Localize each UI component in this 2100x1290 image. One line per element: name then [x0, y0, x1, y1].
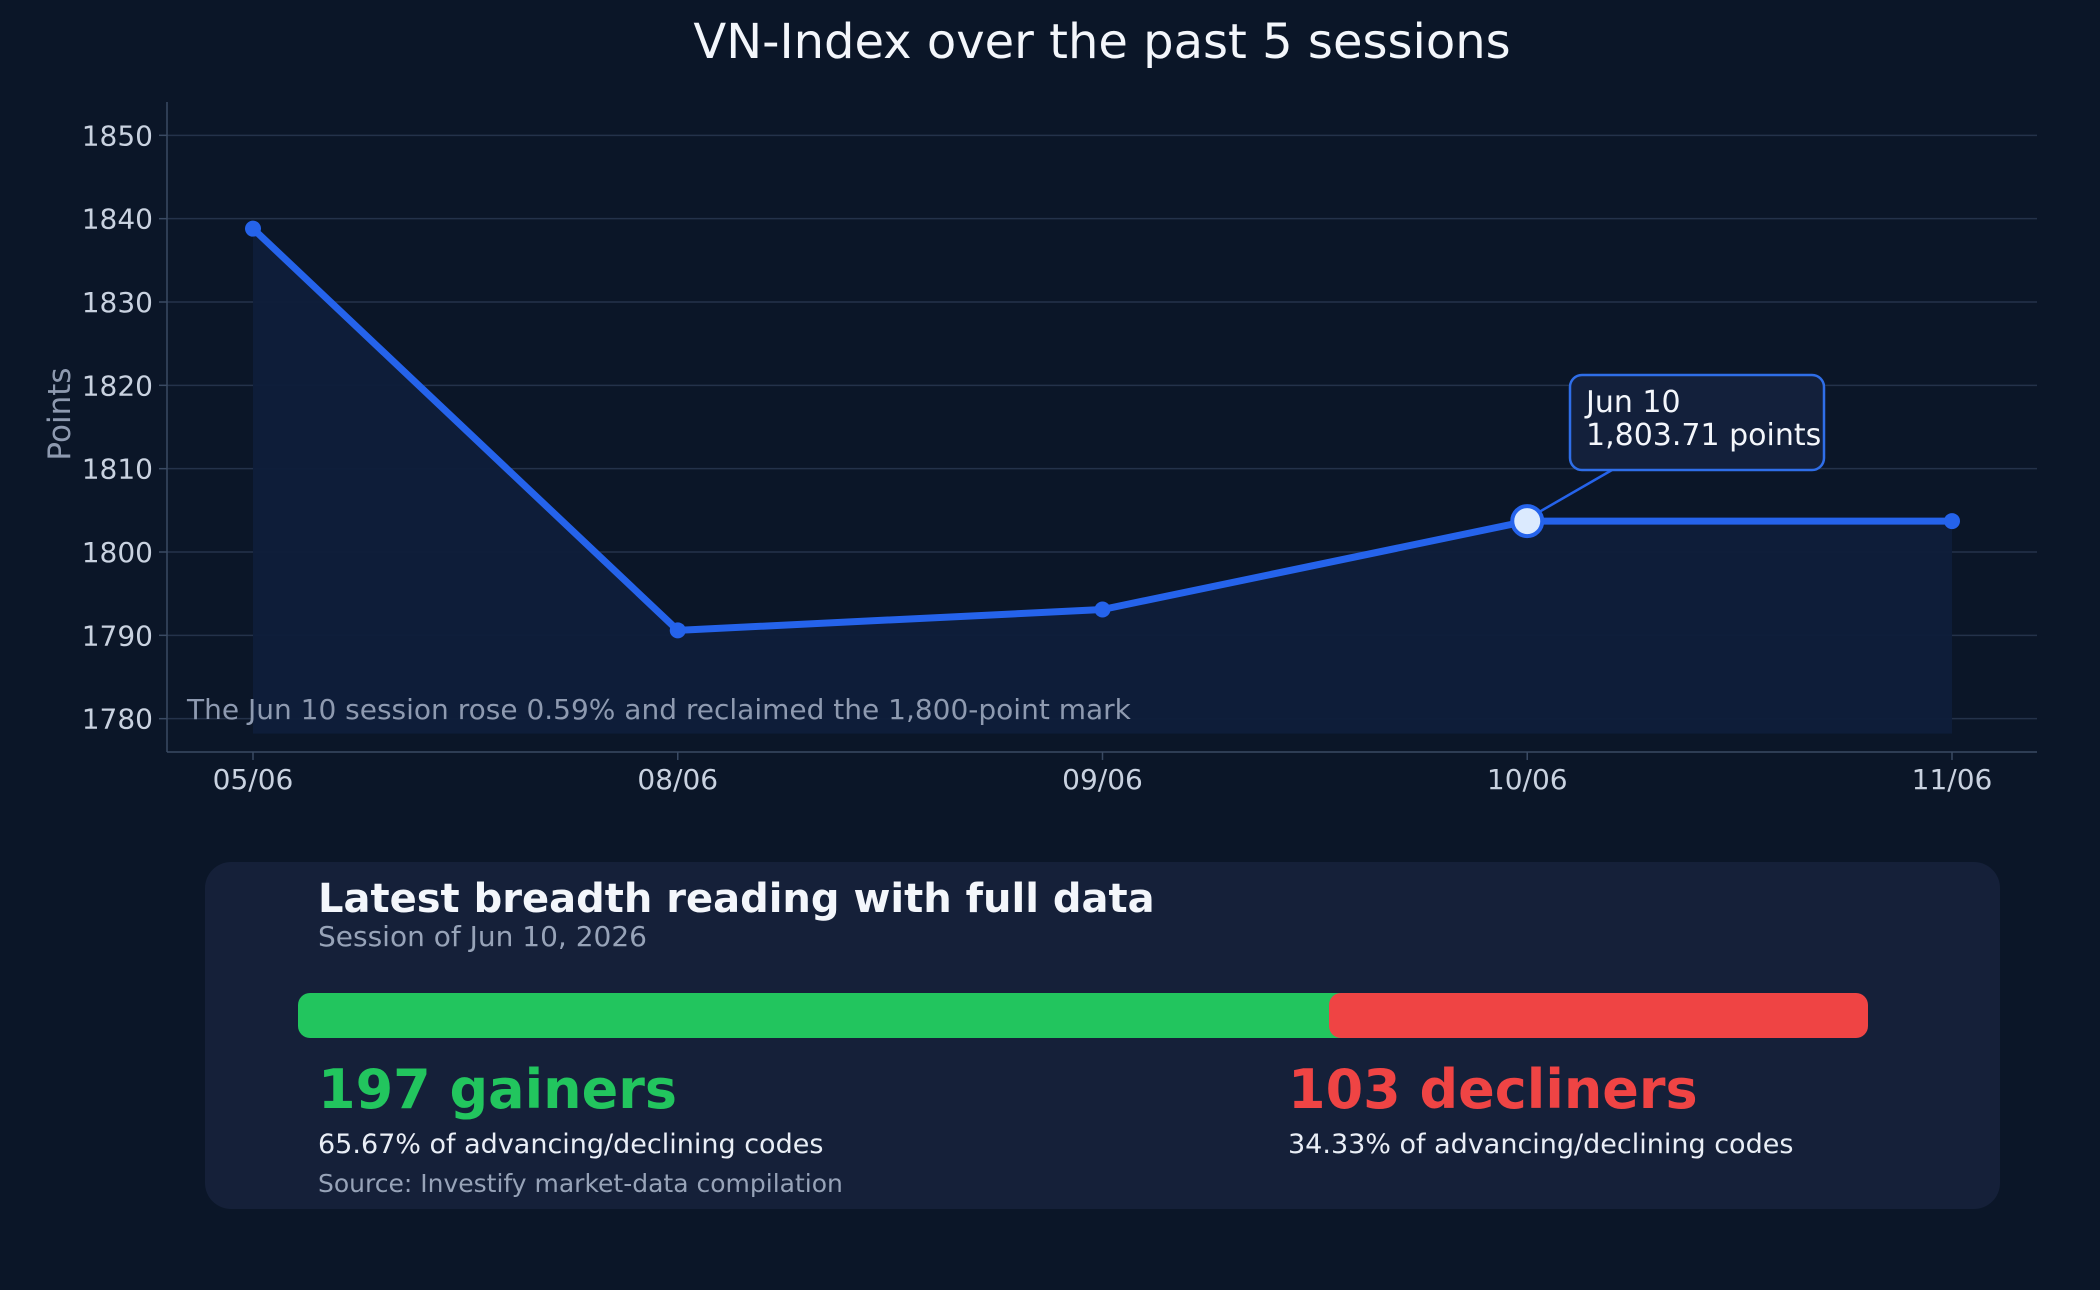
callout-connector — [1536, 468, 1613, 515]
y-axis-label: Points — [42, 367, 78, 460]
x-tick-label: 11/06 — [1912, 763, 1993, 796]
x-tick-label: 09/06 — [1062, 763, 1143, 796]
area-fill — [253, 228, 1952, 734]
y-tick-label: 1810 — [82, 453, 153, 486]
x-tick-label: 05/06 — [213, 763, 294, 796]
callout-date: Jun 10 — [1584, 385, 1681, 420]
decliners-count-label: 103 decliners — [1288, 1058, 1698, 1121]
gainers-bar-segment — [298, 993, 1353, 1038]
x-tick-label: 10/06 — [1487, 763, 1568, 796]
y-tick-label: 1800 — [82, 536, 153, 569]
gainers-share-text: 65.67% of advancing/declining codes — [318, 1129, 824, 1160]
y-tick-label: 1790 — [82, 619, 153, 652]
decliners-share-text: 34.33% of advancing/declining codes — [1288, 1129, 1794, 1160]
breadth-bar — [298, 993, 1868, 1038]
breadth-card: Latest breadth reading with full data Se… — [205, 862, 2000, 1209]
breadth-subtitle: Session of Jun 10, 2026 — [318, 920, 647, 953]
callout-value: 1,803.71 points — [1586, 418, 1821, 453]
chart-annotation: The Jun 10 session rose 0.59% and reclai… — [186, 693, 1132, 726]
callout-box — [1568, 373, 1826, 472]
x-tick-label: 08/06 — [637, 763, 718, 796]
area-under-line — [253, 228, 1952, 734]
highlight-callout: Jun 101,803.71 points — [1510, 373, 1826, 539]
source-note: Source: Investify market-data compilatio… — [318, 1169, 843, 1198]
y-tick-label: 1840 — [82, 203, 153, 236]
y-tick-label: 1780 — [82, 703, 153, 736]
highlighted-point — [1510, 504, 1545, 539]
breadth-title: Latest breadth reading with full data — [318, 876, 1155, 922]
vn-index-line-chart: VN-Index over the past 5 sessions Points… — [42, 14, 2037, 796]
decliners-bar-segment — [1329, 993, 1868, 1038]
data-point — [669, 622, 686, 639]
y-tick-label: 1820 — [82, 369, 153, 402]
data-points — [245, 220, 1960, 639]
data-point — [1944, 513, 1960, 530]
y-tick-label: 1850 — [82, 119, 153, 152]
chart-title: VN-Index over the past 5 sessions — [693, 14, 1510, 70]
data-point — [245, 220, 261, 237]
tick-labels: 1780 1790 1800 1810 1820 1830 1840 1850 05/06 08/… — [82, 119, 1993, 796]
y-tick-label: 1830 — [82, 286, 153, 319]
data-point — [1094, 601, 1111, 618]
gainers-count-label: 197 gainers — [318, 1058, 677, 1121]
